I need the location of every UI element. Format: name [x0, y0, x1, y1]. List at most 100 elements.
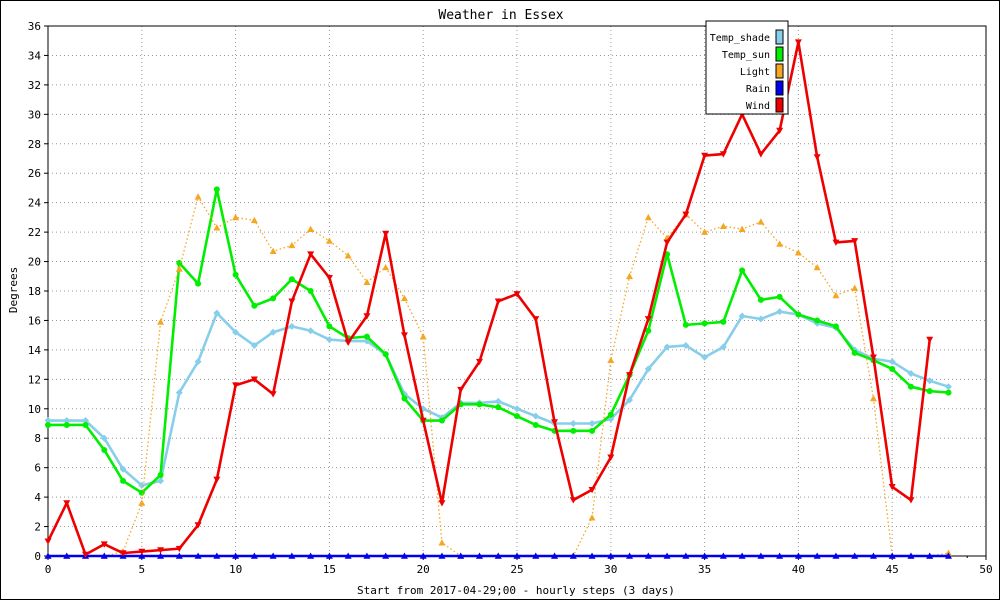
- data-point-temp-sun: [157, 472, 164, 479]
- series-layer: [44, 39, 952, 559]
- data-point-temp-sun: [232, 271, 239, 278]
- y-tick-label: 10: [28, 403, 41, 416]
- data-point-wind: [607, 454, 615, 461]
- data-point-rain: [944, 552, 952, 559]
- data-point-light: [626, 272, 634, 280]
- data-point-rain: [175, 552, 183, 559]
- data-point-light: [832, 291, 840, 299]
- data-point-wind: [100, 541, 108, 548]
- data-point-temp-sun: [814, 317, 821, 324]
- data-point-wind: [138, 548, 146, 556]
- y-tick-label: 8: [34, 432, 41, 445]
- data-point-temp-shade: [194, 358, 202, 366]
- legend: Temp_shade Temp_sun Light Rain Wind: [705, 20, 789, 115]
- data-point-wind: [682, 211, 690, 218]
- data-point-wind: [44, 538, 52, 545]
- y-tick-label: 28: [28, 138, 41, 151]
- data-point-temp-shade: [269, 328, 277, 336]
- y-tick-label: 14: [28, 344, 42, 357]
- x-tick-label: 25: [510, 563, 523, 576]
- data-point-light: [250, 216, 258, 224]
- data-point-wind: [382, 230, 390, 238]
- data-point-temp-shade: [738, 312, 746, 320]
- data-point-temp-sun: [795, 311, 802, 318]
- data-point-rain: [701, 552, 709, 559]
- data-point-light: [157, 318, 165, 325]
- data-point-rain: [194, 552, 202, 559]
- y-tick-label: 24: [28, 197, 42, 210]
- data-point-rain: [363, 552, 371, 559]
- x-tick-label: 0: [45, 563, 52, 576]
- data-point-temp-sun: [251, 302, 258, 309]
- data-point-light: [701, 228, 709, 235]
- series-wind: [44, 39, 934, 559]
- x-tick-label: 20: [417, 563, 430, 576]
- data-point-light: [738, 225, 746, 232]
- x-tick-label: 40: [792, 563, 805, 576]
- y-tick-label: 22: [28, 226, 41, 239]
- data-point-temp-shade: [175, 389, 183, 397]
- data-point-rain: [400, 552, 408, 559]
- data-point-temp-shade: [532, 412, 540, 420]
- data-point-rain: [475, 552, 483, 559]
- data-point-rain: [588, 552, 596, 559]
- data-point-wind: [907, 497, 915, 504]
- y-tick-label: 12: [28, 373, 41, 386]
- data-point-temp-shade: [663, 343, 671, 351]
- y-tick-label: 18: [28, 285, 41, 298]
- data-point-temp-shade: [307, 327, 315, 335]
- data-point-temp-sun: [739, 267, 746, 274]
- data-point-wind: [325, 274, 333, 282]
- y-tick-label: 30: [28, 108, 41, 121]
- data-point-wind: [82, 551, 90, 559]
- data-point-rain: [325, 552, 333, 559]
- data-point-temp-shade: [944, 383, 952, 391]
- data-point-temp-shade: [757, 315, 765, 323]
- series-rain: [44, 552, 952, 559]
- data-point-light: [851, 284, 859, 291]
- chart-title: Weather in Essex: [438, 8, 563, 23]
- data-point-temp-shade: [588, 420, 596, 427]
- x-tick-label: 15: [323, 563, 336, 576]
- data-point-rain: [757, 552, 765, 559]
- legend-swatch-light: [775, 63, 784, 79]
- legend-box: [705, 20, 789, 115]
- data-point-wind: [213, 476, 221, 483]
- data-point-temp-shade: [232, 328, 240, 336]
- data-point-rain: [851, 552, 859, 559]
- data-point-rain: [513, 552, 521, 559]
- data-point-rain: [157, 552, 165, 559]
- x-tick-label: 35: [698, 563, 711, 576]
- data-point-temp-sun: [138, 489, 145, 496]
- data-point-wind: [663, 239, 671, 246]
- data-point-wind: [363, 313, 371, 320]
- data-point-temp-shade: [119, 465, 127, 473]
- data-point-temp-shade: [100, 434, 108, 442]
- data-point-temp-sun: [532, 421, 539, 428]
- data-point-rain: [138, 552, 146, 559]
- data-point-temp-sun: [382, 351, 389, 358]
- x-tick-label: 45: [886, 563, 899, 576]
- data-point-temp-shade: [82, 417, 90, 425]
- y-tick-label: 16: [28, 314, 41, 327]
- data-point-light: [644, 213, 652, 221]
- y-tick-label: 34: [28, 49, 42, 62]
- data-point-rain: [682, 552, 690, 559]
- data-point-wind: [494, 298, 502, 305]
- data-point-wind: [701, 152, 709, 160]
- data-point-wind: [63, 500, 71, 507]
- y-tick-label: 6: [34, 462, 41, 475]
- data-point-light: [213, 224, 221, 231]
- y-tick-label: 20: [28, 256, 41, 269]
- data-point-rain: [344, 552, 352, 559]
- y-tick-label: 32: [28, 79, 41, 92]
- data-point-temp-sun: [438, 417, 445, 424]
- data-point-rain: [832, 552, 840, 559]
- legend-label-temp-sun: Temp_sun: [722, 50, 770, 61]
- data-point-temp-sun: [570, 427, 577, 434]
- data-point-rain: [307, 552, 315, 559]
- data-point-wind: [419, 417, 427, 425]
- data-point-temp-shade: [213, 309, 221, 317]
- data-point-light: [232, 213, 240, 221]
